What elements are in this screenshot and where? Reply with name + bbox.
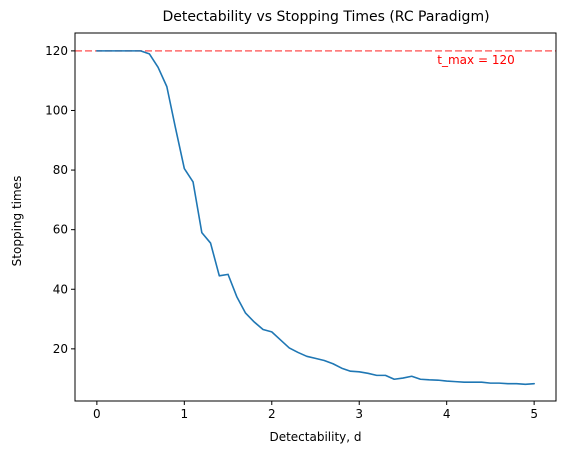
- y-tick-label: 40: [53, 282, 68, 296]
- y-tick-label: 20: [53, 342, 68, 356]
- x-tick-label: 1: [180, 407, 188, 421]
- y-axis-label: Stopping times: [10, 176, 24, 267]
- series-line-0: [96, 50, 535, 386]
- y-tick-label: 80: [53, 163, 68, 177]
- plot-area: 0 1 2 3 4 5 20 40 60 80 100 120: [45, 32, 557, 421]
- y-tick-label: 120: [45, 44, 68, 58]
- y-tick-label: 100: [45, 103, 68, 117]
- x-tick-label: 4: [443, 407, 451, 421]
- axes-frame: [74, 32, 557, 402]
- x-tick-label: 3: [355, 407, 363, 421]
- chart-title: Detectability vs Stopping Times (RC Para…: [162, 9, 489, 25]
- reference-line-label: t_max = 120: [437, 53, 514, 67]
- x-tick-label: 5: [530, 407, 538, 421]
- x-tick-label: 0: [93, 407, 101, 421]
- y-tick-label: 60: [53, 223, 68, 237]
- x-axis-label: Detectability, d: [269, 430, 361, 444]
- x-tick-label: 2: [268, 407, 276, 421]
